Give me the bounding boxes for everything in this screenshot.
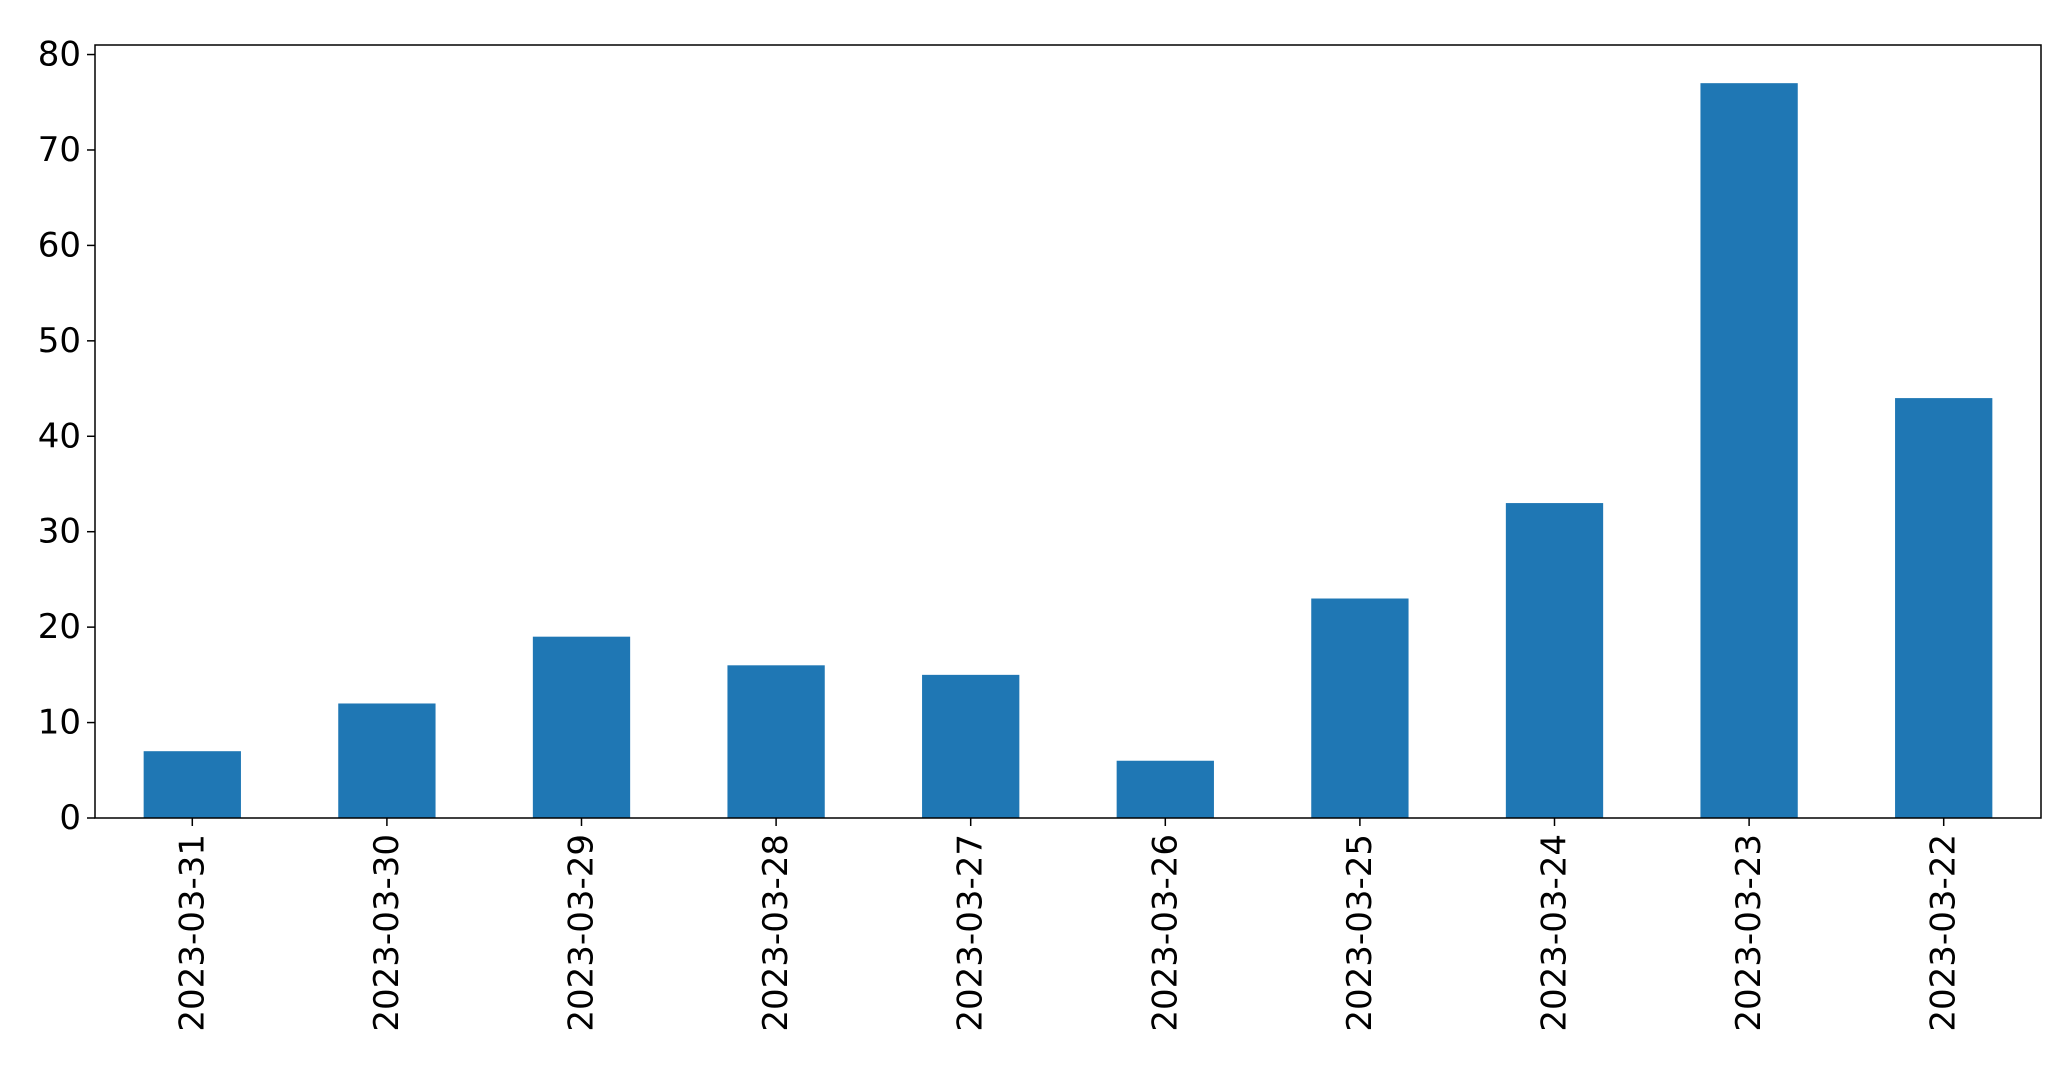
bar-2023-03-27: [922, 674, 1020, 818]
bar-2023-03-31: [143, 751, 241, 818]
plot-frame: [94, 44, 2042, 819]
bar-2023-03-30: [338, 703, 436, 818]
y-tick-label: 20: [38, 607, 81, 647]
x-axis: 2023-03-31 2023-03-30 2023-03-29 2023-03-28…: [172, 818, 1964, 1032]
y-tick-label: 10: [38, 703, 81, 743]
bar-2023-03-24: [1505, 503, 1604, 818]
bars-group: [143, 83, 1993, 818]
y-tick-label: 40: [38, 416, 81, 456]
x-tick-label: 2023-03-24: [1535, 834, 1575, 1032]
bar-2023-03-25: [1311, 598, 1409, 818]
x-tick-label: 2023-03-30: [367, 834, 407, 1032]
bar-2023-03-22: [1895, 398, 1993, 818]
y-axis: 0 10 20 30 40 50 60 70 80: [38, 35, 95, 838]
y-tick-label: 30: [38, 512, 81, 552]
bar-2023-03-23: [1700, 83, 1798, 818]
x-tick-label: 2023-03-26: [1145, 834, 1185, 1032]
x-tick-label: 2023-03-23: [1729, 834, 1769, 1032]
y-tick-label: 0: [59, 798, 81, 838]
bar-2023-03-28: [727, 665, 825, 818]
bar-2023-03-29: [532, 636, 631, 818]
x-tick-label: 2023-03-22: [1924, 834, 1964, 1032]
x-tick-label: 2023-03-28: [756, 834, 796, 1032]
y-tick-label: 70: [38, 130, 81, 170]
x-tick-label: 2023-03-31: [172, 834, 212, 1032]
x-tick-label: 2023-03-29: [562, 834, 602, 1032]
y-tick-label: 80: [38, 35, 81, 75]
y-tick-label: 50: [38, 321, 81, 361]
y-tick-label: 60: [38, 225, 81, 265]
x-tick-label: 2023-03-25: [1340, 834, 1380, 1032]
x-tick-label: 2023-03-27: [951, 834, 991, 1032]
bar-2023-03-26: [1116, 760, 1214, 818]
